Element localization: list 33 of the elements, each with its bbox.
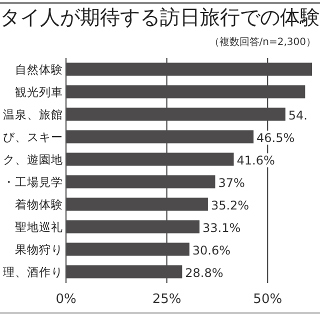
x-tick-label: 25% [152, 292, 182, 307]
bar [66, 85, 306, 98]
y-tick-label: 理、酒作り [3, 264, 63, 279]
bar [66, 62, 312, 76]
y-tick-label: ク、遊園地 [3, 152, 63, 166]
data-label: 41.6% [236, 153, 275, 168]
x-tick-label: 50% [253, 292, 282, 307]
bar [66, 175, 216, 188]
y-tick-label: 観光列車 [15, 84, 63, 99]
data-label: 46.5% [256, 130, 295, 145]
bar [66, 198, 208, 211]
bar [66, 220, 200, 234]
bar [66, 265, 182, 278]
bar [66, 130, 254, 144]
y-tick-label: 果物狩り [15, 242, 63, 256]
x-tick-label: 0% [56, 292, 76, 307]
bar [66, 242, 190, 256]
data-label: 35.2% [210, 198, 250, 212]
y-tick-label: 自然体験 [15, 62, 63, 76]
data-label: 33.1% [202, 220, 241, 235]
data-label: 54. [288, 108, 308, 122]
chart-title: タイ人が期待する訪日旅行での体験 [0, 5, 320, 29]
y-tick-label: ・工場見学 [3, 174, 63, 189]
data-label: 37% [218, 176, 245, 190]
y-tick-label: 温泉、旅館 [3, 107, 63, 122]
y-tick-label: び、スキー [3, 130, 63, 144]
data-label: 28.8% [185, 266, 224, 280]
bar [66, 152, 234, 166]
chart-subtitle: （複数回答/n=2,300） [209, 36, 316, 48]
data-label: 30.6% [192, 243, 231, 258]
y-tick-label: 聖地巡礼 [15, 220, 63, 234]
bar [66, 108, 286, 121]
y-tick-label: 着物体験 [15, 197, 63, 212]
